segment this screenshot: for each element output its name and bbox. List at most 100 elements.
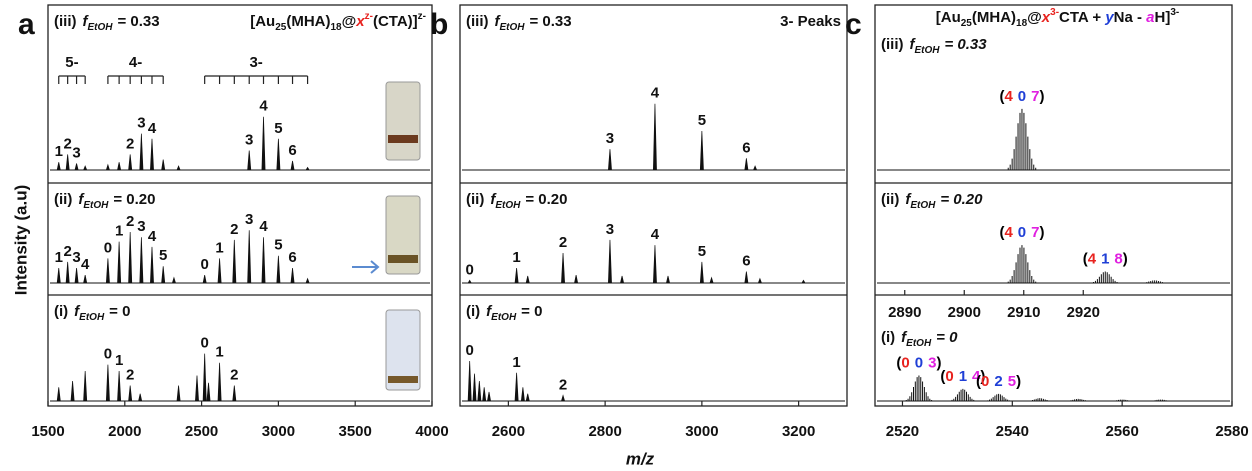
peak <box>206 382 211 402</box>
peak-label: 5 <box>274 120 282 137</box>
subplot-label: (ii) fEtOH = 0.20 <box>54 191 155 211</box>
peak <box>83 165 88 171</box>
peak-label: 3 <box>137 115 145 132</box>
peak-label: 5 <box>698 243 706 260</box>
condition-value: = 0.33 <box>118 13 160 30</box>
x-tick-label: 2000 <box>108 423 141 440</box>
peak-label-part: ) <box>1039 88 1044 105</box>
peak-label: 0 <box>466 261 474 278</box>
peak <box>607 239 612 284</box>
peak <box>525 275 530 284</box>
peak <box>217 258 222 284</box>
x-tick-label: 3000 <box>685 423 718 440</box>
peak <box>202 275 207 284</box>
condition-var: f <box>78 191 85 208</box>
condition-value: = 0.33 <box>945 36 988 53</box>
peak-label-part: 4 <box>972 368 981 385</box>
peak-label: (0 0 3) <box>896 354 941 371</box>
peak <box>74 268 79 284</box>
peak-label: (4 0 7) <box>999 224 1044 241</box>
peak <box>305 277 310 284</box>
title-part: x <box>1041 9 1051 26</box>
peak-label: 0 <box>104 346 112 363</box>
peak-label-part: 0 <box>945 368 953 385</box>
title-part: 18 <box>331 22 343 33</box>
peak-label-part: ( <box>999 224 1004 241</box>
peak <box>699 130 704 171</box>
subplot-label: (iii) fEtOH = 0.33 <box>881 36 987 56</box>
peak-label: 2 <box>230 221 238 238</box>
peak <box>276 255 281 284</box>
peak <box>128 231 133 284</box>
peak-label: 1 <box>115 352 123 369</box>
isotope-envelope <box>1140 280 1169 283</box>
x-tick-label: 3000 <box>262 423 295 440</box>
condition-sub: EtOH <box>79 312 105 323</box>
condition-value: = 0.20 <box>940 191 983 208</box>
peak-label-part: ) <box>1123 251 1128 268</box>
peak-label-part: 7 <box>1031 88 1039 105</box>
peak-label: 4 <box>651 226 660 243</box>
peak-label-part: 0 <box>981 373 989 390</box>
peak-label: 2 <box>126 213 134 230</box>
peak-label-part: 4 <box>1088 251 1097 268</box>
peak <box>525 393 530 402</box>
peak-label: (0 2 5) <box>976 373 1021 390</box>
peak <box>744 271 749 284</box>
peak-label-part: ) <box>980 368 985 385</box>
peak <box>202 353 207 402</box>
isotope-envelope <box>1108 399 1136 401</box>
peak <box>139 133 144 171</box>
peak <box>171 276 177 284</box>
peak-label: (4 1 8) <box>1083 251 1128 268</box>
title-part: H] <box>1155 9 1171 26</box>
x-tick-label: 2900 <box>948 304 981 321</box>
peak <box>117 241 122 284</box>
condition-var: f <box>490 191 497 208</box>
peak <box>514 372 519 402</box>
peak <box>83 275 88 284</box>
peak-label: 6 <box>288 249 296 266</box>
peak-label: 5 <box>159 247 167 264</box>
peak-label: 6 <box>742 139 750 156</box>
peak-label: 3 <box>245 131 253 148</box>
peak-label: 4 <box>81 256 90 273</box>
panel-frame <box>874 4 1233 407</box>
peak <box>487 391 492 402</box>
isotope-envelope <box>985 393 1012 401</box>
condition-sub: EtOH <box>910 200 936 211</box>
peak-label-part: 1 <box>959 368 967 385</box>
peak-label: 2 <box>126 366 134 383</box>
subplot-tag: (i) <box>881 329 895 346</box>
title-part: 25 <box>961 18 973 29</box>
subplot-tag: (iii) <box>881 36 904 53</box>
x-tick-label: 4000 <box>415 423 448 440</box>
subplot-tag: (ii) <box>54 191 72 208</box>
title-part: x <box>355 13 365 30</box>
peak-label: 1 <box>115 223 123 240</box>
panel-title: [Au25(MHA)18@x3-CTA + yNa - aH]3- <box>936 7 1180 29</box>
peak-label-part: ) <box>936 354 941 371</box>
peak-label: 0 <box>466 342 474 359</box>
title-part: (CTA)] <box>373 13 418 30</box>
peak-label-part: 3 <box>928 354 936 371</box>
x-tick-label: 2800 <box>588 423 621 440</box>
peak-label: (4 0 7) <box>999 88 1044 105</box>
peak-label: 4 <box>259 218 268 235</box>
condition-sub: EtOH <box>915 45 941 56</box>
condition-var: f <box>910 36 917 53</box>
panel-frame <box>459 4 848 407</box>
peak <box>195 375 199 402</box>
peak-label: 0 <box>201 256 209 273</box>
peak <box>699 261 704 284</box>
condition-value: = 0.33 <box>530 13 572 30</box>
peak-label: 2 <box>559 234 567 251</box>
subplot-label: (i) fEtOH = 0 <box>466 303 542 323</box>
title-part: 3- <box>1170 7 1179 18</box>
x-tick-label: 2580 <box>1215 423 1248 440</box>
x-tick-label: 2520 <box>886 423 919 440</box>
x-tick-label: 2910 <box>1007 304 1040 321</box>
peak <box>56 387 61 402</box>
peak-label-part: ( <box>1083 251 1088 268</box>
